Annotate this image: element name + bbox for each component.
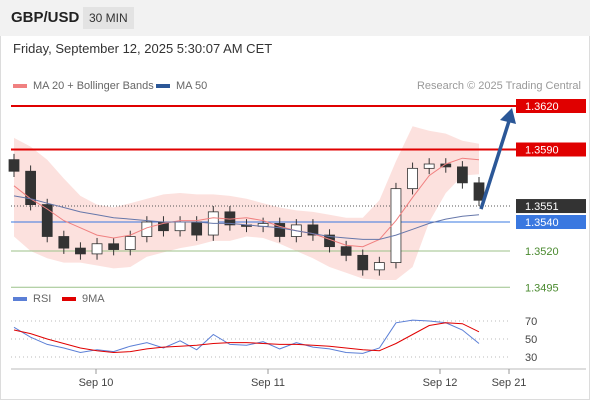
candle-body <box>191 221 203 236</box>
rsi-line <box>13 319 480 354</box>
credit-text: Research © 2025 Trading Central <box>416 80 581 92</box>
candle-body <box>457 166 468 184</box>
level-label-1.3520: 1.3520 <box>525 246 559 258</box>
level-label-box-1.3551 <box>516 199 586 214</box>
rsi-tick-70: 70 <box>525 316 537 328</box>
candle-body <box>75 247 86 255</box>
candle-body <box>41 204 53 237</box>
level-label-box-1.3540 <box>516 215 586 229</box>
candle-body <box>58 236 70 249</box>
x-tick-label: Sep 11 <box>251 377 285 389</box>
candle-body <box>141 221 153 237</box>
candle-body <box>340 246 352 256</box>
rsi-tick-30: 30 <box>525 352 537 364</box>
candle-body <box>25 170 36 205</box>
legend-swatch-ma50 <box>156 84 170 89</box>
level-label-1.3620: 1.3620 <box>525 101 559 113</box>
timestamp: Friday, September 12, 2025 5:30:07 AM CE… <box>13 41 273 56</box>
legend-swatch-ma20 <box>13 84 27 89</box>
legend-item-ma20: MA 20 + Bollinger Bands <box>13 80 154 92</box>
candle-body <box>390 188 402 263</box>
x-tick-label: Sep 21 <box>492 377 527 389</box>
timeframe-badge[interactable]: 30 MIN <box>83 7 134 29</box>
forecast-arrow-shaft <box>479 117 512 210</box>
legend-item-ma50: MA 50 <box>156 80 207 92</box>
candle-body <box>357 254 369 271</box>
candle-body <box>8 159 20 172</box>
legend-label-rsi: RSI <box>33 293 52 305</box>
ma20-line <box>13 157 480 248</box>
level-label-box-1.3620 <box>516 99 586 113</box>
level-label-1.3540: 1.3540 <box>525 217 559 229</box>
level-label-1.3590: 1.3590 <box>525 145 559 157</box>
candle-body <box>373 262 385 271</box>
forecast-arrow-head <box>500 108 516 124</box>
legend-swatch-9ma <box>62 297 76 302</box>
legend-item-9ma: 9MA <box>62 293 105 305</box>
candle-body <box>423 163 435 169</box>
candle-body <box>124 236 136 250</box>
symbol-title: GBP/USD <box>11 9 80 26</box>
candle-body <box>407 167 418 190</box>
legend-swatch-rsi <box>13 297 27 302</box>
candle-body <box>91 243 103 255</box>
rsi-tick-50: 50 <box>525 334 537 346</box>
legend-label-9ma: 9MA <box>82 293 105 305</box>
level-label-box-1.3590 <box>516 142 586 157</box>
candle-body <box>174 221 186 232</box>
level-label-1.3495: 1.3495 <box>525 282 559 294</box>
x-tick-label: Sep 12 <box>423 377 458 389</box>
level-label-1.3551: 1.3551 <box>525 201 559 213</box>
candle-body <box>473 182 485 201</box>
legend-label-ma50: MA 50 <box>176 80 208 92</box>
x-tick-label: Sep 10 <box>79 377 114 389</box>
legend-label-ma20: MA 20 + Bollinger Bands <box>33 80 154 92</box>
candle-body <box>307 224 319 236</box>
legend-item-rsi: RSI <box>13 293 51 305</box>
candle-body <box>108 243 120 250</box>
ma50-line <box>13 195 480 240</box>
rsi-9ma-line <box>13 322 480 354</box>
candle-body <box>274 223 286 237</box>
